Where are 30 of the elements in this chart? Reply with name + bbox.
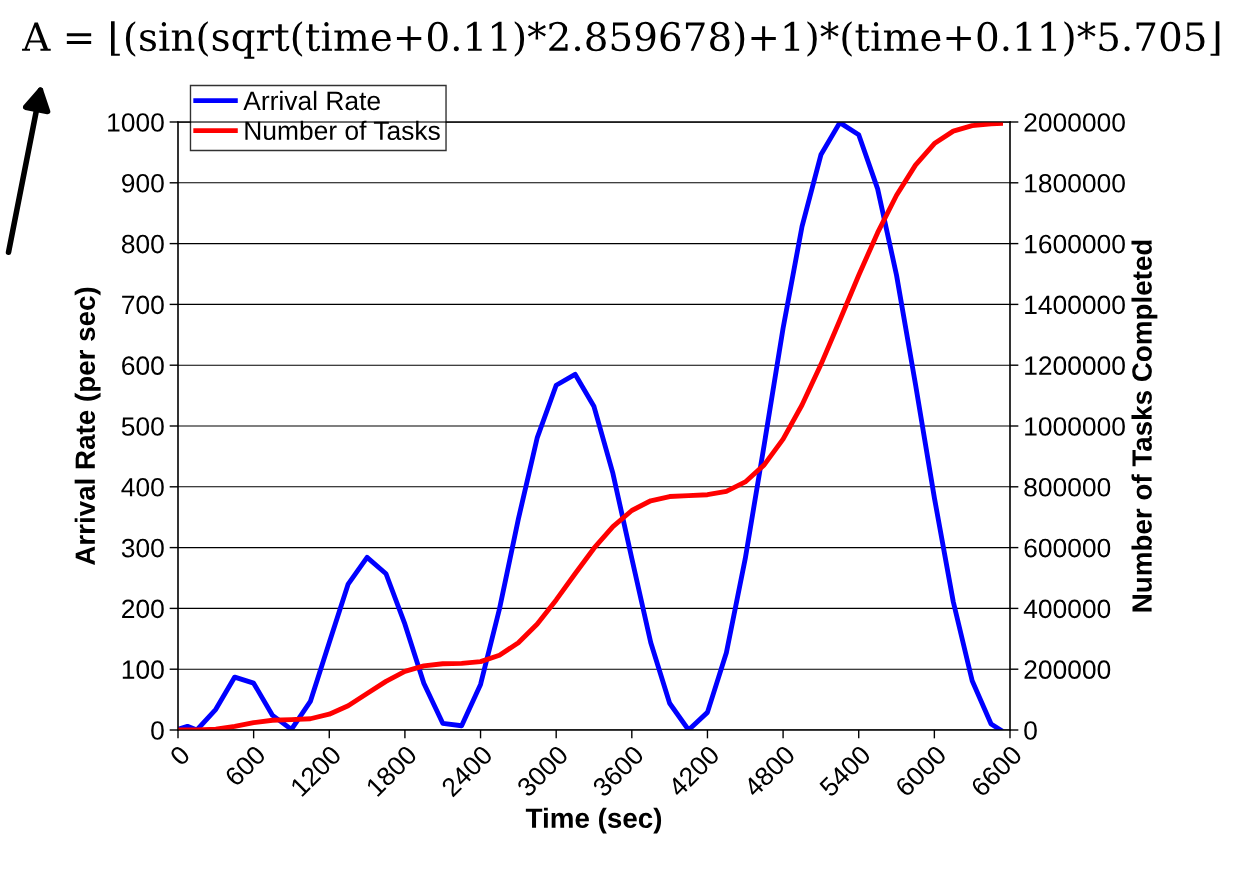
y-tick-label: 800 — [121, 234, 164, 254]
y2-tick-label: 2000000 — [1024, 113, 1125, 132]
x-axis-title: Time (sec) — [525, 807, 662, 834]
y-axis-title: Arrival Rate (per sec) — [74, 287, 101, 566]
y2-tick-label: 1200000 — [1025, 356, 1125, 376]
y-tick-label: 0 — [151, 721, 164, 740]
y2-tick-label: 0 — [1024, 721, 1037, 740]
y-tick-label: 100 — [122, 660, 164, 680]
legend-label: Arrival Rate — [243, 90, 380, 111]
y-tick-label: 1000 — [108, 113, 164, 132]
y2-tick-label: 800000 — [1024, 477, 1111, 497]
y-tick-label: 600 — [122, 356, 164, 376]
y2-tick-label: 1000000 — [1025, 417, 1125, 436]
y2-axis-title: Number of Tasks Completed — [1131, 240, 1158, 612]
y2-tick-label: 1400000 — [1025, 295, 1125, 315]
y-tick-label: 700 — [122, 295, 164, 315]
y2-tick-label: 1800000 — [1025, 173, 1125, 193]
y2-tick-label: 200000 — [1024, 660, 1111, 680]
chart-title: A = ⌊(sin(sqrt(time+0.11)*2.859678)+1)*(time+0.11)*5.705⌋ — [22, 21, 1220, 59]
y-tick-label: 300 — [121, 538, 164, 558]
y-tick-label: 900 — [122, 173, 164, 193]
y2-tick-label: 400000 — [1023, 599, 1111, 619]
x-tick-label: 0 — [168, 744, 191, 767]
legend-label: Number of Tasks — [245, 120, 440, 141]
x-tick-label: 600 — [223, 744, 267, 788]
y-tick-label: 200 — [122, 599, 164, 619]
y2-tick-label: 600000 — [1024, 538, 1111, 558]
y2-tick-label: 1600000 — [1025, 234, 1125, 254]
y-tick-label: 400 — [121, 477, 164, 497]
y-tick-label: 500 — [121, 417, 164, 436]
